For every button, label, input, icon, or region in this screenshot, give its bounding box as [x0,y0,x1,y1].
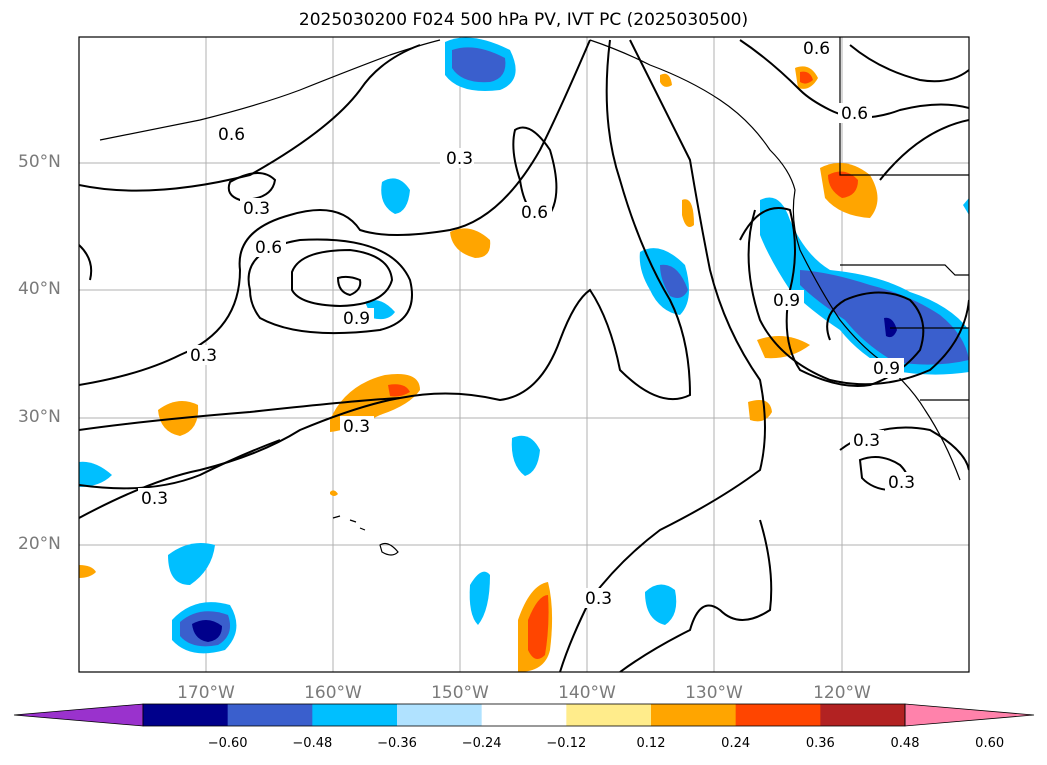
colorbar-tick-label: 0.24 [721,736,751,751]
lon-label: 140°W [558,683,616,703]
colorbar-segment [481,704,567,726]
contour-label: 0.3 [585,589,612,609]
contour-label: 0.3 [141,489,168,509]
colorbar-extend-max [904,703,1035,727]
contour-label: 0.3 [190,346,217,366]
lon-label: 160°W [304,683,362,703]
contour-label: 0.6 [521,203,548,223]
colorbar-segment [735,704,821,726]
colorbar-tick-label: −0.60 [207,736,248,751]
lon-label: 170°W [177,683,235,703]
colorbar-outline [142,703,906,727]
contour-label: 0.6 [803,39,830,59]
colorbar-segment [227,704,313,726]
lon-label: 130°W [685,683,743,703]
map-frame [78,36,970,673]
contour-label: 0.3 [243,199,270,219]
colorbar-tick-label: 0.48 [890,736,920,751]
contour-label: 0.9 [773,291,800,311]
colorbar-segment [566,704,652,726]
contour-label: 0.3 [343,417,370,437]
colorbar-tick-label: −0.12 [546,736,587,751]
colorbar-segment [312,704,398,726]
colorbar-tick-label: −0.48 [292,736,333,751]
colorbar-segment [397,704,483,726]
coastlines [99,37,969,556]
ivt-negative-shading [79,37,969,654]
contour-label: 0.6 [255,238,282,258]
contour-label: 0.9 [873,359,900,379]
contour-label: 0.3 [888,473,915,493]
lat-label: 30°N [18,407,61,427]
lat-label: 50°N [18,152,61,172]
lat-label: 20°N [18,534,61,554]
map-plot-area: 0.6 0.3 0.6 0.3 0.6 0.9 0.3 0.3 0.3 0.6 … [79,37,969,672]
contour-label: 0.6 [841,104,868,124]
colorbar-segment [820,704,906,726]
lon-label: 120°W [813,683,871,703]
colorbar [13,703,1035,727]
colorbar-extend-min [13,703,144,727]
lon-label: 150°W [431,683,489,703]
colorbar-segment [143,704,229,726]
colorbar-tick-label: 0.60 [975,736,1005,751]
lat-label: 40°N [18,279,61,299]
contour-label: 0.3 [853,431,880,451]
colorbar-tick-label: −0.36 [377,736,417,751]
contour-label: 0.6 [218,125,245,145]
colorbar-segment [651,704,737,726]
colorbar-segments [13,703,1035,727]
map-title: 2025030200 F024 500 hPa PV, IVT PC (2025… [298,10,749,30]
colorbar-tick-label: 0.12 [636,736,666,751]
contour-label: 0.3 [446,149,473,169]
contour-label: 0.9 [343,309,370,329]
colorbar-tick-label: 0.36 [805,736,835,751]
contour-labels: 0.6 0.3 0.6 0.3 0.6 0.9 0.3 0.3 0.3 0.6 … [138,38,919,609]
colorbar-tick-label: −0.24 [461,736,502,751]
pv-contours [79,39,969,672]
graticule [79,37,969,672]
